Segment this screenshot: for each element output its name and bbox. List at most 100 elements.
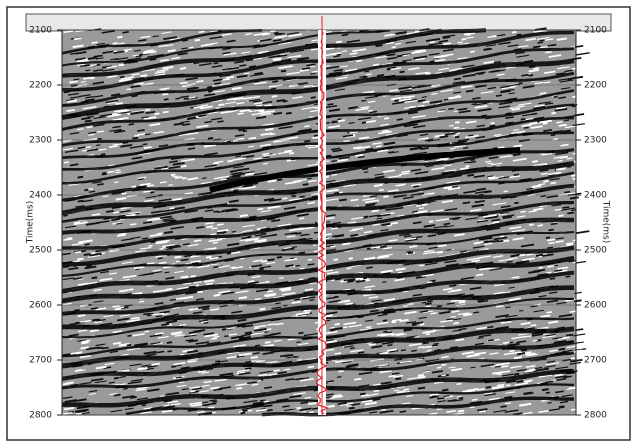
texture: [96, 319, 106, 322]
texture: [304, 42, 318, 46]
texture: [569, 196, 579, 200]
texture: [493, 236, 508, 241]
texture: [198, 319, 208, 323]
texture: [239, 64, 247, 67]
texture: [415, 71, 429, 75]
texture: [330, 245, 336, 248]
texture: [489, 352, 499, 355]
texture: [129, 145, 144, 149]
texture: [417, 201, 432, 205]
texture: [67, 92, 79, 96]
texture: [118, 78, 132, 83]
texture: [457, 293, 466, 296]
texture: [391, 46, 397, 49]
texture: [110, 57, 119, 61]
texture: [500, 405, 507, 408]
texture: [533, 116, 545, 120]
texture: [300, 401, 308, 405]
texture: [511, 153, 521, 157]
texture: [413, 185, 420, 188]
texture: [324, 214, 336, 218]
texture: [108, 272, 118, 275]
texture: [462, 313, 472, 317]
texture: [496, 73, 505, 76]
texture: [73, 277, 83, 280]
texture: [66, 98, 74, 102]
texture: [244, 331, 252, 335]
texture: [307, 258, 312, 261]
texture: [379, 409, 394, 414]
texture: [198, 390, 209, 393]
texture: [165, 391, 180, 396]
texture: [292, 180, 302, 184]
texture: [253, 81, 267, 85]
texture: [300, 378, 315, 382]
texture: [396, 118, 403, 121]
texture: [141, 364, 152, 367]
texture: [428, 42, 443, 46]
texture: [555, 72, 566, 76]
texture: [262, 110, 270, 113]
texture: [189, 333, 197, 336]
texture: [282, 405, 290, 408]
texture: [68, 333, 79, 337]
texture: [532, 339, 538, 342]
texture: [122, 31, 129, 34]
texture: [391, 320, 397, 324]
texture: [74, 57, 86, 61]
texture: [227, 159, 234, 163]
texture: [431, 92, 438, 95]
texture: [112, 221, 122, 225]
texture: [376, 213, 391, 218]
texture: [333, 258, 339, 261]
texture: [224, 335, 229, 338]
texture: [192, 311, 203, 315]
texture: [178, 323, 187, 327]
texture: [271, 294, 277, 297]
texture: [510, 365, 522, 369]
texture: [453, 321, 460, 325]
texture: [516, 380, 524, 384]
texture: [409, 245, 418, 248]
texture: [329, 395, 343, 399]
texture: [206, 85, 213, 89]
texture: [278, 41, 292, 45]
texture: [88, 254, 101, 258]
texture: [161, 323, 170, 327]
texture: [86, 125, 93, 129]
texture: [507, 257, 518, 260]
texture: [405, 31, 420, 35]
texture: [426, 363, 440, 367]
texture: [109, 128, 122, 132]
texture: [241, 407, 252, 410]
texture: [117, 109, 130, 113]
texture: [367, 393, 380, 397]
texture: [544, 102, 554, 105]
texture: [127, 380, 142, 385]
texture: [75, 51, 87, 55]
texture: [140, 410, 152, 415]
texture: [289, 227, 304, 232]
texture: [561, 394, 573, 398]
texture: [380, 269, 393, 274]
texture: [272, 80, 279, 83]
texture: [154, 332, 164, 336]
texture: [214, 160, 224, 164]
texture: [484, 215, 498, 220]
texture: [168, 245, 182, 249]
texture: [152, 289, 167, 293]
texture: [430, 209, 444, 213]
texture: [566, 243, 574, 247]
texture: [172, 175, 179, 178]
texture: [92, 81, 105, 85]
texture: [154, 112, 160, 116]
texture: [181, 47, 188, 50]
texture: [394, 99, 399, 102]
texture: [557, 66, 570, 70]
texture: [547, 246, 554, 249]
texture: [310, 96, 316, 99]
texture: [417, 386, 426, 390]
texture: [513, 129, 520, 132]
texture: [261, 260, 268, 263]
texture: [103, 314, 114, 318]
